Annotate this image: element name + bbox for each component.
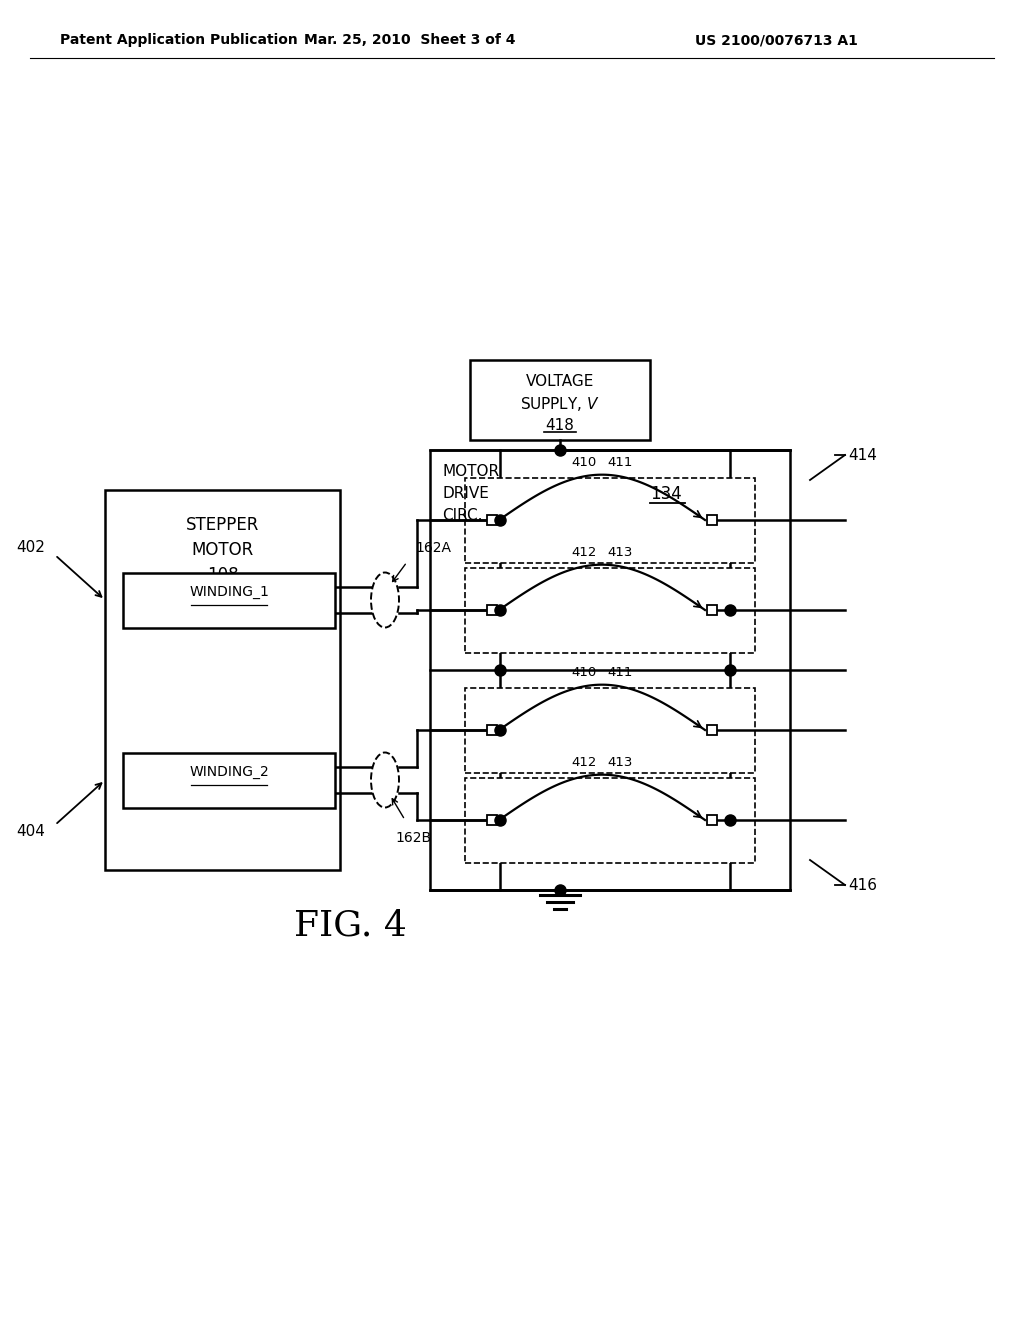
Bar [487,725,497,735]
Text: WINDING_2: WINDING_2 [189,766,269,779]
Bar [465,568,755,652]
Bar [487,515,497,525]
Text: STEPPER: STEPPER [185,516,259,535]
Text: 162A: 162A [415,541,451,554]
Text: WINDING_1: WINDING_1 [189,585,269,599]
Bar [707,725,717,735]
Ellipse shape [371,573,399,627]
Text: 402: 402 [16,540,45,556]
Text: 413: 413 [607,756,633,770]
Bar [123,573,335,627]
Bar [707,814,717,825]
Text: 411: 411 [607,667,633,680]
Bar [123,752,335,808]
Text: US 2100/0076713 A1: US 2100/0076713 A1 [695,33,858,48]
Text: 108: 108 [207,566,239,583]
Text: 410: 410 [571,667,597,680]
Text: 411: 411 [607,457,633,469]
Ellipse shape [371,752,399,808]
Text: 412: 412 [571,546,597,560]
Text: 412: 412 [571,756,597,770]
Bar [465,478,755,562]
Text: 413: 413 [607,546,633,560]
Text: FIG. 4: FIG. 4 [294,908,407,942]
Text: MOTOR: MOTOR [191,541,254,558]
Bar [707,515,717,525]
Text: DRIVE: DRIVE [442,487,488,502]
Bar [487,605,497,615]
Text: CIRC.: CIRC. [442,508,482,524]
Text: 418: 418 [546,417,574,433]
Text: SUPPLY, $\mathit{V}$: SUPPLY, $\mathit{V}$ [520,395,600,413]
Text: 404: 404 [16,825,45,840]
Bar [470,360,650,440]
Bar [707,605,717,615]
Bar [465,777,755,862]
Text: 414: 414 [848,447,877,462]
Bar [487,814,497,825]
Bar [105,490,340,870]
Bar [430,450,790,890]
Text: 162B: 162B [395,832,431,845]
Text: Patent Application Publication: Patent Application Publication [60,33,298,48]
Text: 410: 410 [571,457,597,469]
Text: 416: 416 [848,878,877,892]
Text: Mar. 25, 2010  Sheet 3 of 4: Mar. 25, 2010 Sheet 3 of 4 [304,33,516,48]
Bar [465,688,755,772]
Text: MOTOR: MOTOR [442,465,499,479]
Text: 134: 134 [650,484,682,503]
Text: VOLTAGE: VOLTAGE [525,375,594,389]
